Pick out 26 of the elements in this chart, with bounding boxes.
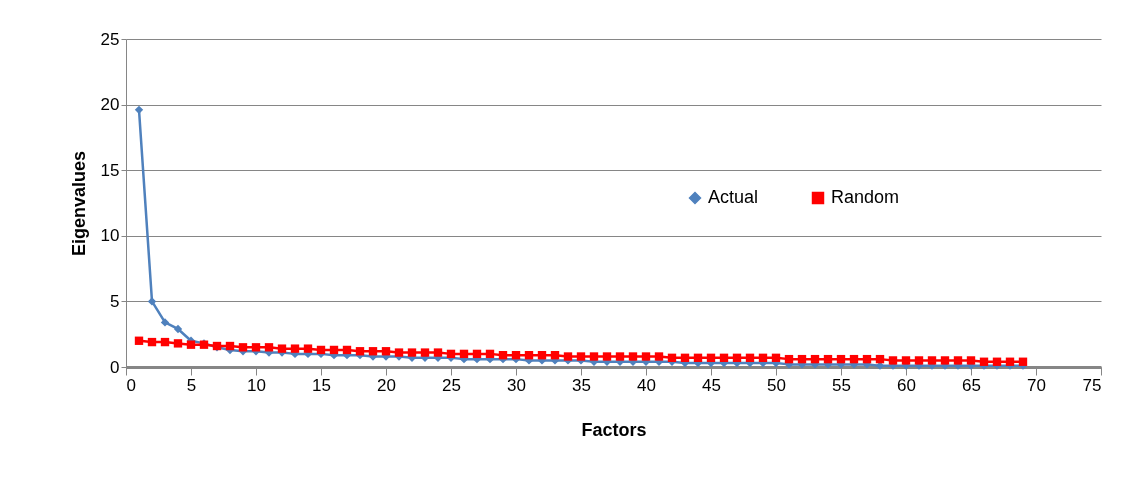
y-tick-label: 20 (100, 95, 120, 115)
y-tick-label: 25 (100, 29, 120, 49)
x-tick-label: 35 (572, 375, 591, 395)
x-tick-label: 5 (186, 375, 197, 395)
x-tick-label: 20 (377, 375, 396, 395)
x-tick-label: 40 (637, 375, 656, 395)
y-axis-title: Eigenvalues (68, 150, 89, 257)
y-tick-label: 0 (110, 357, 120, 377)
x-axis-title: Factors (581, 419, 647, 440)
x-tick-label: 75 (1082, 375, 1102, 395)
legend-label: Actual (708, 187, 759, 207)
x-tick-label: 65 (962, 375, 981, 395)
x-tick-label: 55 (832, 375, 851, 395)
y-tick-label: 10 (100, 226, 120, 246)
y-tick-label: 15 (100, 160, 120, 180)
x-tick-label: 30 (507, 375, 526, 395)
x-tick-label: 0 (126, 375, 136, 395)
x-tick-label: 10 (247, 375, 266, 395)
x-tick-label: 70 (1027, 375, 1046, 395)
y-tick-label: 5 (110, 291, 120, 311)
x-tick-label: 45 (702, 375, 721, 395)
x-tick-label: 60 (897, 375, 916, 395)
x-tick-label: 15 (312, 375, 331, 395)
x-tick-label: 50 (767, 375, 786, 395)
legend-label: Random (831, 187, 900, 207)
x-tick-label: 25 (442, 375, 461, 395)
